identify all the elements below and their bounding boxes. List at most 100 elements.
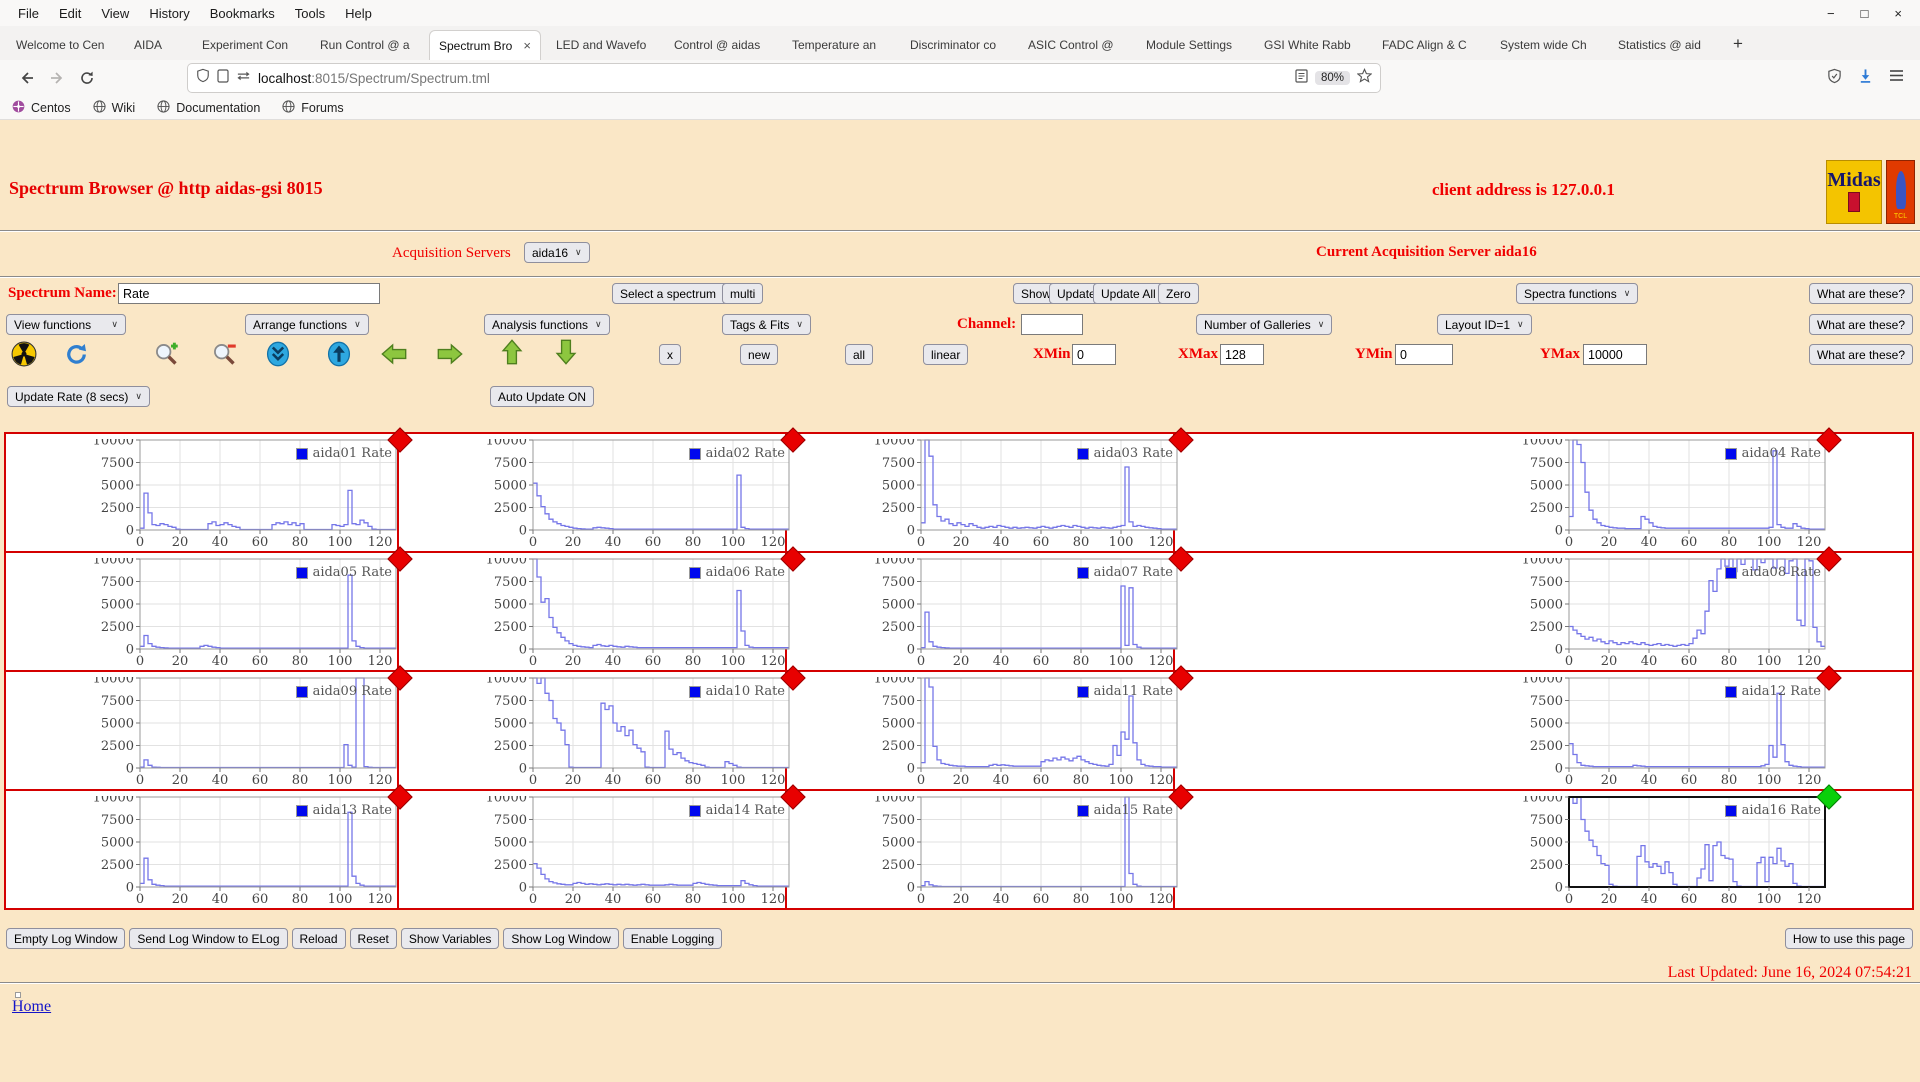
menu-hamburger-icon[interactable] xyxy=(1889,69,1904,87)
spectrum-chart-aida11[interactable]: 0 2500 5000 7500 10000 0 20 40 60 80 100 120 aida11 … xyxy=(875,665,1194,789)
chart-canvas-aida08[interactable]: 0 2500 5000 7500 10000 0 20 40 60 80 100 120 xyxy=(1523,558,1835,670)
zoom-in-icon[interactable] xyxy=(152,340,180,368)
browser-tab-8[interactable]: Temperature an xyxy=(783,30,895,60)
update-rate-dropdown[interactable]: Update Rate (8 secs) xyxy=(7,386,150,407)
chart-canvas-aida02[interactable]: 0 2500 5000 7500 10000 0 20 40 60 80 100 120 xyxy=(487,439,799,551)
xmax-input[interactable] xyxy=(1220,344,1264,365)
forward-button[interactable] xyxy=(42,64,72,92)
bookmark-wiki[interactable]: Wiki xyxy=(93,99,135,116)
zoom-level-badge[interactable]: 80% xyxy=(1314,71,1350,85)
spectrum-chart-aida09[interactable]: 0 2500 5000 7500 10000 0 20 40 60 80 100 120 aida09 … xyxy=(94,665,413,789)
pan-up-icon[interactable] xyxy=(498,338,526,366)
select-spectrum-dropdown[interactable]: Select a spectrum xyxy=(612,283,738,304)
spectrum-cell-aida03[interactable]: 0 2500 5000 7500 10000 0 20 40 60 80 100 120 aida03 … xyxy=(785,427,1194,553)
chart-canvas-aida09[interactable]: 0 2500 5000 7500 10000 0 20 40 60 80 100 120 xyxy=(94,677,406,789)
bookmark-forums[interactable]: Forums xyxy=(282,99,344,116)
spectrum-chart-aida07[interactable]: 0 2500 5000 7500 10000 0 20 40 60 80 100 120 aida07 … xyxy=(875,546,1194,670)
spectrum-cell-aida12[interactable]: 0 2500 5000 7500 10000 0 20 40 60 80 100 120 aida12 … xyxy=(1173,665,1914,791)
browser-tab-12[interactable]: GSI White Rabb xyxy=(1255,30,1367,60)
tab-close-icon[interactable]: × xyxy=(523,38,531,53)
spectrum-cell-aida01[interactable]: 0 2500 5000 7500 10000 0 20 40 60 80 100 120 aida01 … xyxy=(4,427,413,553)
show-variables-button[interactable]: Show Variables xyxy=(400,928,500,949)
spectrum-chart-aida01[interactable]: 0 2500 5000 7500 10000 0 20 40 60 80 100 120 aida01 … xyxy=(94,427,413,551)
zero-button[interactable]: Zero xyxy=(1158,283,1199,304)
spectrum-chart-aida15[interactable]: 0 2500 5000 7500 10000 0 20 40 60 80 100 120 aida15 … xyxy=(875,784,1194,908)
browser-tab-13[interactable]: FADC Align & C xyxy=(1373,30,1485,60)
browser-tab-14[interactable]: System wide Ch xyxy=(1491,30,1603,60)
pan-left-icon[interactable] xyxy=(380,340,408,368)
spectrum-cell-aida09[interactable]: 0 2500 5000 7500 10000 0 20 40 60 80 100 120 aida09 … xyxy=(4,665,413,791)
channel-input[interactable] xyxy=(1021,314,1083,335)
spectrum-cell-aida06[interactable]: 0 2500 5000 7500 10000 0 20 40 60 80 100 120 aida06 … xyxy=(397,546,806,672)
update-button[interactable]: Update xyxy=(1049,283,1104,304)
browser-tab-9[interactable]: Discriminator co xyxy=(901,30,1013,60)
browser-tab-2[interactable]: AIDA xyxy=(125,30,187,60)
spectrum-cell-aida04[interactable]: 0 2500 5000 7500 10000 0 20 40 60 80 100 120 aida04 … xyxy=(1173,427,1914,553)
view-functions-dropdown[interactable]: View functions xyxy=(6,314,126,335)
spectrum-chart-aida02[interactable]: 0 2500 5000 7500 10000 0 20 40 60 80 100 120 aida02 … xyxy=(487,427,806,551)
spectrum-chart-aida05[interactable]: 0 2500 5000 7500 10000 0 20 40 60 80 100 120 aida05 … xyxy=(94,546,413,670)
permissions-icon[interactable] xyxy=(236,69,251,87)
browser-tab-7[interactable]: Control @ aidas xyxy=(665,30,777,60)
reader-mode-icon[interactable] xyxy=(1295,68,1308,88)
new-button[interactable]: new xyxy=(740,344,779,365)
chart-canvas-aida10[interactable]: 0 2500 5000 7500 10000 0 20 40 60 80 100 120 xyxy=(487,677,799,789)
home-link[interactable]: Home xyxy=(12,998,52,1015)
downloads-icon[interactable] xyxy=(1858,68,1873,89)
bookmark-documentation[interactable]: Documentation xyxy=(157,99,260,116)
spectrum-chart-aida03[interactable]: 0 2500 5000 7500 10000 0 20 40 60 80 100 120 aida03 … xyxy=(875,427,1194,551)
url-bar[interactable]: localhost:8015/Spectrum/Spectrum.tml 80% xyxy=(188,64,1380,92)
arrange-functions-dropdown[interactable]: Arrange functions xyxy=(245,314,369,335)
spectra-functions-dropdown[interactable]: Spectra functions xyxy=(1516,283,1639,304)
menu-file[interactable]: File xyxy=(18,5,39,21)
show-button[interactable]: Show xyxy=(1013,283,1060,304)
enable-logging-button[interactable]: Enable Logging xyxy=(622,928,723,949)
linear-button[interactable]: linear xyxy=(923,344,969,365)
spectrum-cell-aida15[interactable]: 0 2500 5000 7500 10000 0 20 40 60 80 100 120 aida15 … xyxy=(785,784,1194,910)
chart-canvas-aida13[interactable]: 0 2500 5000 7500 10000 0 20 40 60 80 100 120 xyxy=(94,796,406,908)
how-to-use-button[interactable]: How to use this page xyxy=(1784,928,1913,949)
number-of-galleries-dropdown[interactable]: Number of Galleries xyxy=(1196,314,1333,335)
zoom-out-icon[interactable] xyxy=(210,340,238,368)
spectrum-cell-aida11[interactable]: 0 2500 5000 7500 10000 0 20 40 60 80 100 120 aida11 … xyxy=(785,665,1194,791)
maximize-button[interactable]: □ xyxy=(1860,5,1869,21)
menu-bookmarks[interactable]: Bookmarks xyxy=(209,5,275,21)
spectrum-chart-aida08[interactable]: 0 2500 5000 7500 10000 0 20 40 60 80 100 120 aida08 … xyxy=(1523,546,1842,670)
spectrum-cell-aida02[interactable]: 0 2500 5000 7500 10000 0 20 40 60 80 100 120 aida02 … xyxy=(397,427,806,553)
send-log-window-to-elog-button[interactable]: Send Log Window to ELog xyxy=(129,928,288,949)
spectrum-chart-aida13[interactable]: 0 2500 5000 7500 10000 0 20 40 60 80 100 120 aida13 … xyxy=(94,784,413,908)
account-shield-icon[interactable] xyxy=(1827,68,1842,89)
scroll-up-icon[interactable] xyxy=(325,340,353,368)
what-are-these-button-3[interactable]: What are these? xyxy=(1808,344,1913,365)
pan-right-icon[interactable] xyxy=(436,340,464,368)
ymax-input[interactable] xyxy=(1583,344,1647,365)
bookmark-star-icon[interactable] xyxy=(1356,68,1373,88)
chart-canvas-aida16[interactable]: 0 2500 5000 7500 10000 0 20 40 60 80 100 120 xyxy=(1523,796,1835,908)
site-info-icon[interactable] xyxy=(217,68,229,88)
tags-fits-dropdown[interactable]: Tags & Fits xyxy=(722,314,811,335)
all-button[interactable]: all xyxy=(845,344,874,365)
xmin-input[interactable] xyxy=(1072,344,1116,365)
menu-view[interactable]: View xyxy=(101,5,130,21)
browser-tab-10[interactable]: ASIC Control @ xyxy=(1019,30,1131,60)
chart-canvas-aida12[interactable]: 0 2500 5000 7500 10000 0 20 40 60 80 100 120 xyxy=(1523,677,1835,789)
reload-button[interactable] xyxy=(72,64,102,92)
browser-tab-1[interactable]: Welcome to Cen xyxy=(7,30,119,60)
minimize-button[interactable]: − xyxy=(1826,5,1835,21)
spectrum-cell-aida13[interactable]: 0 2500 5000 7500 10000 0 20 40 60 80 100 120 aida13 … xyxy=(4,784,413,910)
back-button[interactable] xyxy=(12,64,42,92)
chart-canvas-aida03[interactable]: 0 2500 5000 7500 10000 0 20 40 60 80 100 120 xyxy=(875,439,1187,551)
chart-canvas-aida01[interactable]: 0 2500 5000 7500 10000 0 20 40 60 80 100 120 xyxy=(94,439,406,551)
update-all-button[interactable]: Update All xyxy=(1093,283,1164,304)
url-text[interactable]: localhost:8015/Spectrum/Spectrum.tml xyxy=(258,71,1288,86)
spectrum-chart-aida12[interactable]: 0 2500 5000 7500 10000 0 20 40 60 80 100 120 aida12 … xyxy=(1523,665,1842,789)
new-tab-button[interactable]: + xyxy=(1733,34,1743,53)
what-are-these-button-1[interactable]: What are these? xyxy=(1808,283,1913,304)
chart-canvas-aida14[interactable]: 0 2500 5000 7500 10000 0 20 40 60 80 100 120 xyxy=(487,796,799,908)
chart-canvas-aida11[interactable]: 0 2500 5000 7500 10000 0 20 40 60 80 100 120 xyxy=(875,677,1187,789)
spectrum-chart-aida06[interactable]: 0 2500 5000 7500 10000 0 20 40 60 80 100 120 aida06 … xyxy=(487,546,806,670)
reload-button[interactable]: Reload xyxy=(291,928,346,949)
menu-edit[interactable]: Edit xyxy=(58,5,82,21)
close-button[interactable]: × xyxy=(1894,5,1902,21)
ymin-input[interactable] xyxy=(1395,344,1453,365)
